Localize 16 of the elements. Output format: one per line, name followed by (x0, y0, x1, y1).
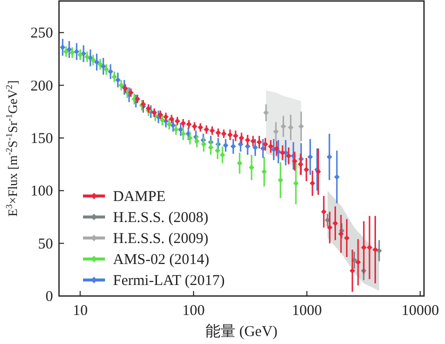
legend-label: AMS-02 (2014) (113, 252, 210, 268)
y-tick-label: 0 (46, 289, 53, 305)
y-tick-label: 50 (38, 236, 53, 252)
legend-label: Fermi-LAT (2017) (113, 273, 225, 289)
y-tick-label: 100 (30, 184, 53, 200)
y-tick-label: 150 (30, 130, 53, 147)
legend-label: H.E.S.S. (2008) (113, 210, 208, 226)
x-tick-label: 10 (72, 303, 88, 319)
legend-label: DAMPE (113, 189, 166, 205)
x-axis-title: 能量 (GeV) (205, 323, 278, 340)
legend-label: H.E.S.S. (2009) (113, 231, 208, 247)
x-tick-label: 100 (182, 303, 205, 319)
x-tick-label: 10000 (401, 303, 439, 319)
y-tick-label: 200 (30, 78, 53, 94)
x-tick-label: 1000 (292, 303, 322, 319)
y-tick-label: 250 (30, 26, 53, 42)
